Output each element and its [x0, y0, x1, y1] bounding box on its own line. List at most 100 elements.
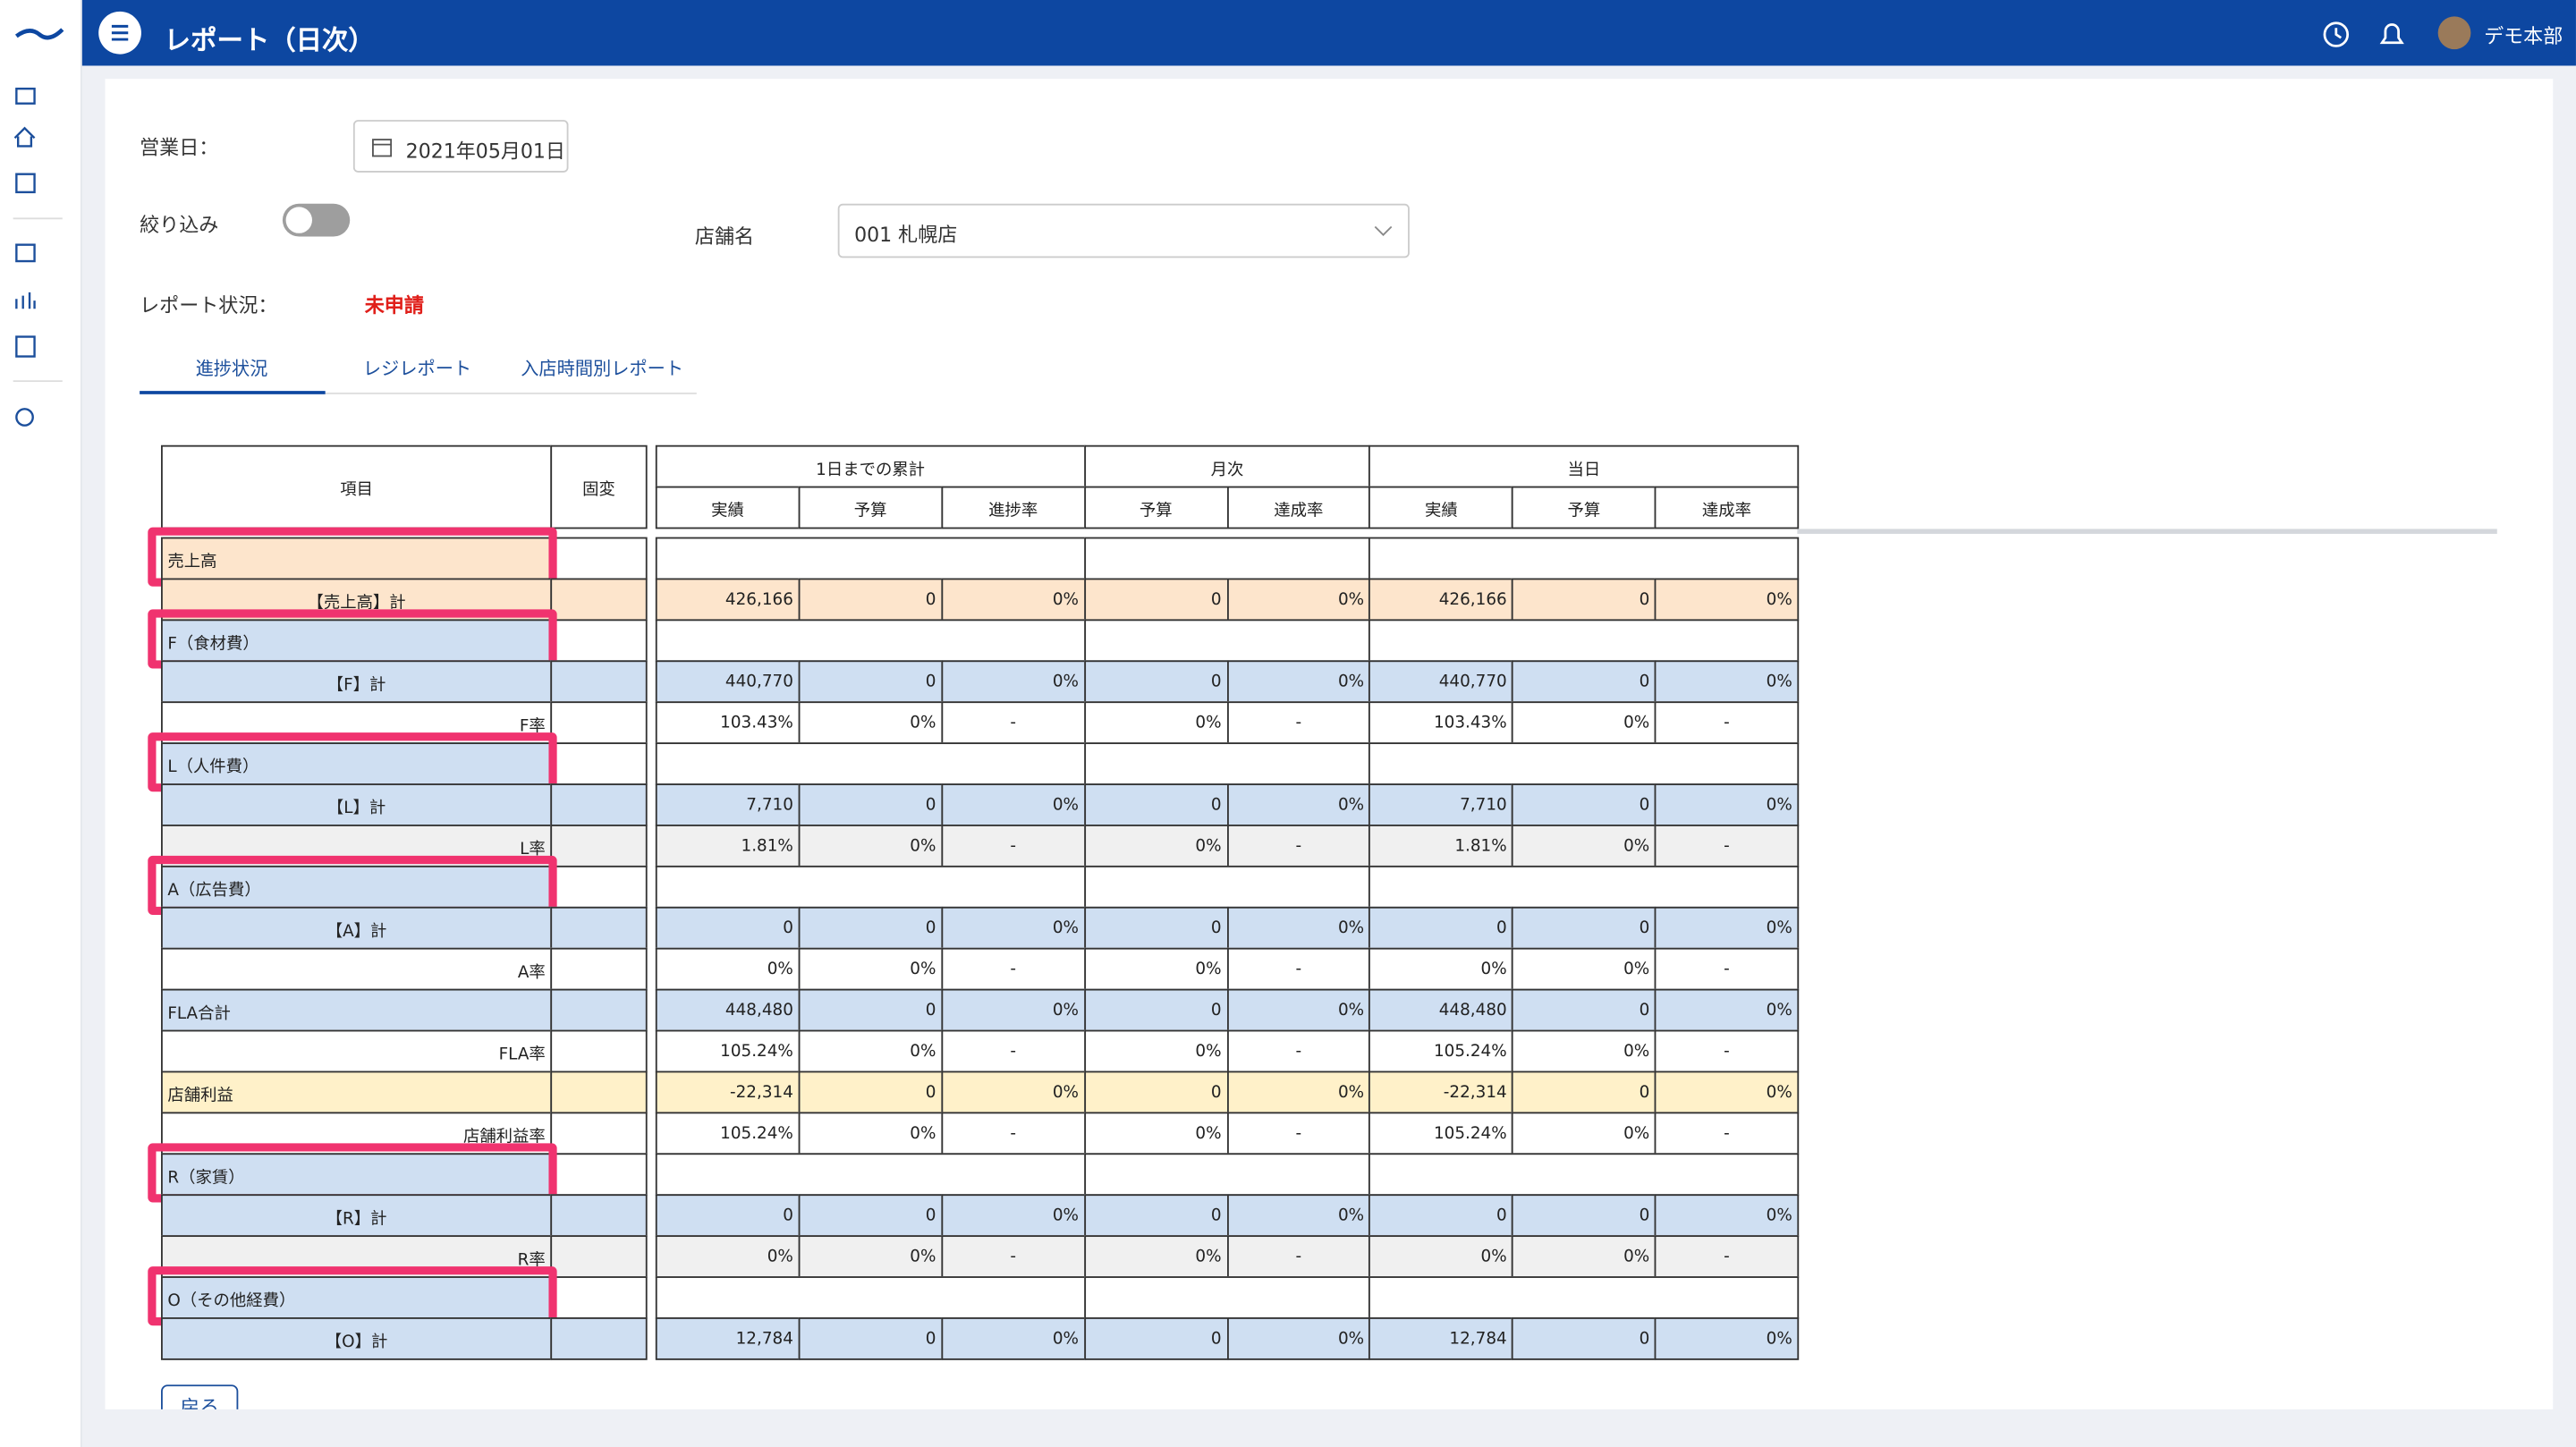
value-cell: 0%: [655, 947, 801, 991]
value-cell: 0%: [1083, 1235, 1228, 1278]
value-cell: 0%: [798, 947, 943, 991]
value-cell: 103.43%: [655, 701, 801, 745]
value-cell: 103.43%: [1368, 701, 1514, 745]
value-cell: 12,784: [655, 1317, 801, 1360]
back-button[interactable]: 戻る: [160, 1384, 239, 1409]
top-bar: レポート（日次） デモ本部: [81, 0, 2576, 66]
value-cell: -: [940, 701, 1086, 745]
tab[interactable]: 進捗状況: [195, 358, 268, 380]
empty-cell: [1083, 865, 1371, 909]
sub-header: 予算: [1083, 486, 1228, 529]
empty-cell: [1083, 1153, 1371, 1197]
value-cell: 448,480: [1368, 988, 1514, 1032]
empty-cell: [655, 1276, 1086, 1319]
empty-cell: [655, 619, 1086, 663]
value-cell: 0: [1512, 906, 1657, 950]
content-card: 営業日： 2021年05月01日 絞り込み 店舗名 001 札幌店 レポート状況…: [105, 79, 2554, 1409]
icon-help[interactable]: [15, 408, 34, 427]
value-cell: 0: [798, 783, 943, 826]
sub-header: 実績: [655, 486, 801, 529]
value-cell: -: [1654, 701, 1800, 745]
value-cell: 0: [1512, 660, 1657, 704]
value-cell: 0%: [1083, 825, 1228, 867]
value-cell: 0%: [940, 988, 1086, 1032]
icon-list[interactable]: [15, 87, 36, 105]
row-label: R（家賃）: [160, 1153, 553, 1197]
sub-header: 進捗率: [940, 486, 1086, 529]
value-cell: 7,710: [1368, 783, 1514, 826]
icon-store[interactable]: [15, 243, 36, 263]
value-cell: 0%: [1654, 906, 1800, 950]
row-label: A率: [160, 947, 553, 991]
value-cell: 0: [798, 988, 943, 1032]
sidebar-icons: [13, 28, 64, 427]
value-cell: 0: [798, 578, 943, 622]
user-name[interactable]: デモ本部: [2484, 24, 2563, 48]
value-cell: -: [940, 1112, 1086, 1155]
value-cell: 0%: [1512, 947, 1657, 991]
value-cell: 0%: [1083, 1112, 1228, 1155]
tab-indicator: [140, 391, 326, 394]
value-cell: 0%: [798, 1112, 943, 1155]
type-cell: [550, 1194, 648, 1238]
value-cell: 426,166: [1368, 578, 1514, 622]
row-label: 店舗利益: [160, 1070, 553, 1114]
value-cell: 1.81%: [655, 825, 801, 867]
logo: [14, 28, 64, 40]
empty-cell: [1368, 865, 1800, 909]
value-cell: 0%: [1654, 1194, 1800, 1238]
type-cell: [550, 825, 648, 867]
row-label: 【L】計: [160, 783, 553, 826]
value-cell: 0: [798, 1317, 943, 1360]
value-cell: 0: [1512, 783, 1657, 826]
date-input[interactable]: 2021年05月01日: [352, 120, 569, 173]
value-cell: -: [1226, 825, 1371, 867]
filter-toggle[interactable]: [282, 203, 351, 237]
sub-header: 実績: [1368, 486, 1514, 529]
icon-badge[interactable]: [15, 335, 36, 358]
group-header: 月次: [1083, 444, 1371, 488]
type-cell: [550, 1317, 648, 1360]
value-cell: -: [1226, 1112, 1371, 1155]
type-cell: [550, 660, 648, 704]
value-cell: 0%: [1654, 783, 1800, 826]
value-cell: 0: [1512, 988, 1657, 1032]
store-value: 001 札幌店: [854, 223, 958, 247]
value-cell: 0: [1083, 578, 1228, 622]
value-cell: 0%: [1512, 1029, 1657, 1073]
icon-calendar[interactable]: [15, 173, 36, 194]
bell-icon[interactable]: [2379, 23, 2404, 45]
avatar[interactable]: [2437, 16, 2471, 50]
value-cell: 0: [1083, 1194, 1228, 1238]
value-cell: 0%: [1083, 701, 1228, 745]
value-cell: -: [1226, 1029, 1371, 1073]
type-cell: [550, 619, 648, 663]
tab-rule: [140, 392, 697, 394]
value-cell: 0%: [1226, 1194, 1371, 1238]
tab[interactable]: 入店時間別レポート: [521, 358, 684, 380]
value-cell: 0: [1083, 1317, 1228, 1360]
value-cell: 105.24%: [655, 1029, 801, 1073]
store-select[interactable]: 001 札幌店: [837, 203, 1410, 258]
icon-home[interactable]: [13, 126, 36, 148]
history-icon[interactable]: [2323, 21, 2350, 47]
filter-label: 絞り込み: [140, 213, 219, 237]
value-cell: 0%: [940, 1070, 1086, 1114]
header-icons: [2323, 21, 2404, 47]
type-cell: [550, 1112, 648, 1155]
menu-button[interactable]: [98, 11, 141, 55]
page-title: レポート（日次）: [164, 24, 375, 56]
value-cell: 0%: [798, 1235, 943, 1278]
value-cell: -: [1226, 701, 1371, 745]
status-label: レポート状況：: [140, 293, 278, 317]
value-cell: 0: [1083, 1070, 1228, 1114]
value-cell: 0: [655, 1194, 801, 1238]
value-cell: 0: [1512, 578, 1657, 622]
icon-chart[interactable]: [15, 292, 36, 309]
empty-cell: [1368, 537, 1800, 580]
store-label: 店舗名: [694, 224, 755, 249]
value-cell: 0%: [1654, 1070, 1800, 1114]
empty-cell: [1368, 742, 1800, 785]
value-cell: 0: [1083, 783, 1228, 826]
tab[interactable]: レジレポート: [362, 358, 472, 380]
